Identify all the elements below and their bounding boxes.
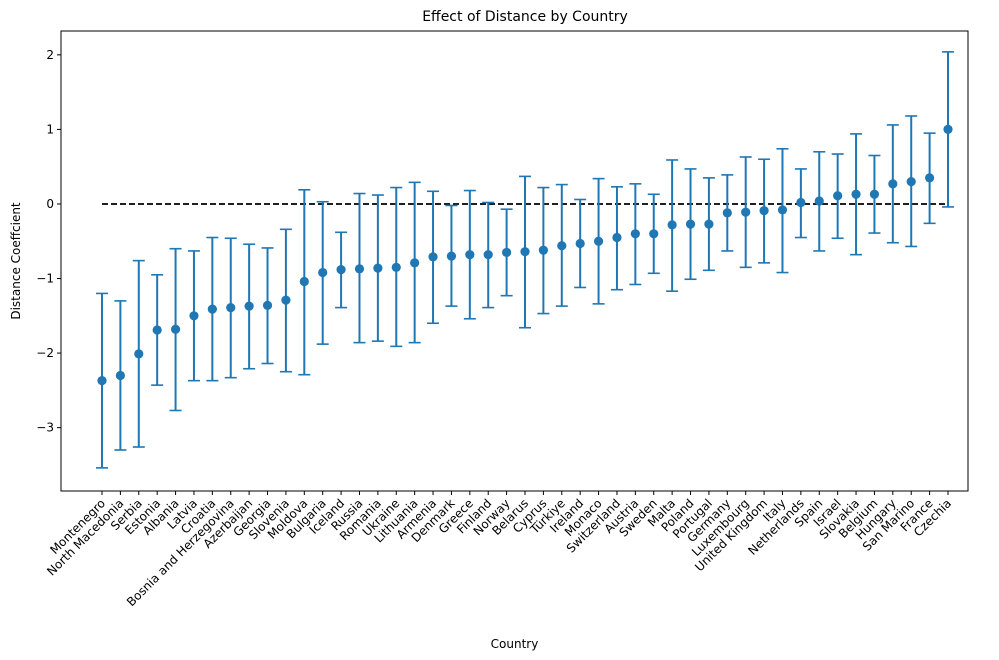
data-point [888,179,898,189]
data-point [575,238,585,249]
data-point [115,370,125,381]
data-point [759,206,769,216]
data-point [502,247,512,258]
data-point [244,301,254,311]
data-point [336,264,346,275]
data-point [704,219,714,229]
data-point [685,219,696,229]
data-point [207,304,217,314]
data-point [189,311,199,321]
point-layer [97,124,953,386]
data-point [630,229,640,239]
data-point [593,236,604,246]
data-point [354,264,365,274]
y-tick-label: 2 [46,48,54,62]
data-point [391,262,401,272]
data-point [446,251,457,261]
data-point [483,250,493,260]
plot-frame [60,30,969,492]
data-point [925,173,935,183]
data-point [869,189,880,199]
data-point [906,176,916,187]
x-axis-label: Country [491,637,539,651]
y-axis-label: Distance Coeffcient [9,202,23,320]
data-point [557,241,567,251]
data-point [134,349,144,359]
plot-area [60,30,969,492]
data-point [777,205,788,215]
data-point [465,250,475,260]
data-point [428,252,438,262]
data-point [152,325,162,335]
y-axis: −3 −2 −1 0 1 2 [36,48,61,435]
data-point [170,324,181,334]
data-point [943,124,953,135]
chart-title: Effect of Distance by Country [422,9,628,25]
data-point [612,232,622,243]
y-tick-label: −3 [36,421,54,435]
data-point [833,191,843,201]
data-point [281,295,291,305]
data-point [741,207,751,217]
data-point [851,189,861,199]
data-point [538,245,548,255]
data-point [299,276,309,287]
data-point [722,208,732,218]
data-point [814,196,824,206]
y-tick-label: 0 [46,197,54,211]
y-tick-label: 1 [46,122,54,136]
data-point [520,247,530,257]
data-point [796,197,806,208]
data-point [97,376,107,386]
data-point [262,300,273,310]
y-tick-label: −2 [36,346,54,360]
data-point [226,302,236,313]
data-point [410,258,420,268]
data-point [667,220,677,230]
data-point [373,263,383,273]
y-tick-label: −1 [36,272,54,286]
errorbar-layer [96,51,954,469]
data-point [318,267,328,278]
data-point [649,229,659,239]
